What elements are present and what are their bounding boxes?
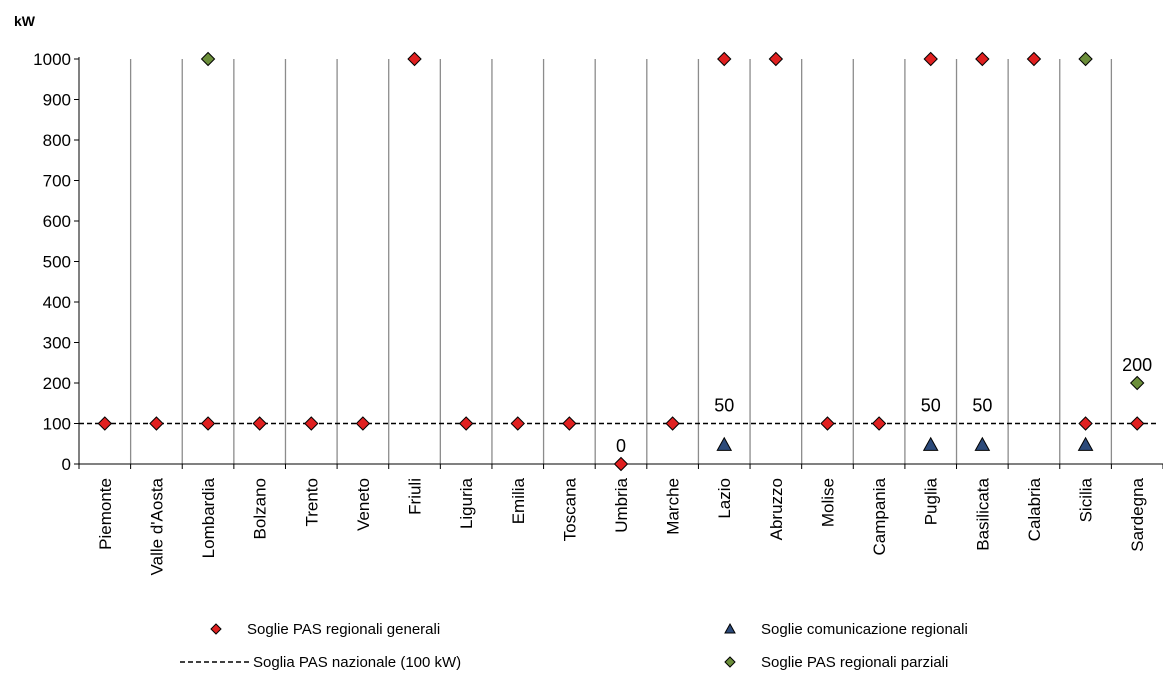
data-point: [922, 436, 939, 451]
data-point: [1026, 51, 1042, 67]
data-point: [768, 51, 784, 67]
x-tick-label: Liguria: [457, 477, 476, 529]
data-label: 50: [921, 396, 941, 416]
legend-item: Soglie PAS regionali generali: [210, 621, 440, 638]
data-point: [1129, 416, 1145, 431]
data-point: [97, 416, 113, 431]
x-tick-label: Valle d'Aosta: [147, 477, 166, 575]
legend-label: Soglia PAS nazionale (100 kW): [253, 654, 461, 671]
plot-area: 01002003004005006007008009001000Piemonte…: [33, 50, 1163, 575]
data-label: 50: [714, 396, 734, 416]
legend-item: Soglia PAS nazionale (100 kW): [180, 654, 461, 671]
data-point: [458, 416, 474, 431]
y-tick-label: 1000: [33, 50, 71, 69]
x-tick-label: Umbria: [612, 477, 631, 532]
data-point: [716, 436, 733, 451]
data-point: [355, 416, 371, 431]
x-tick-label: Friuli: [406, 478, 425, 515]
legend-item: Soglie PAS regionali parziali: [724, 654, 948, 671]
data-point: [1078, 416, 1093, 431]
legend-label: Soglie PAS regionali parziali: [761, 654, 948, 671]
y-tick-label: 600: [43, 212, 71, 231]
x-tick-label: Toscana: [560, 477, 579, 541]
data-point: [407, 51, 422, 67]
x-tick-label: Piemonte: [96, 478, 115, 550]
legend-swatch: [724, 656, 736, 668]
y-tick-label: 700: [43, 172, 71, 191]
x-tick-label: Lombardia: [199, 477, 218, 558]
x-tick-label: Bolzano: [251, 478, 270, 539]
data-point: [149, 416, 164, 431]
data-point: [974, 436, 991, 451]
data-label: 0: [616, 436, 626, 456]
data-point: [304, 416, 319, 431]
y-tick-label: 400: [43, 293, 71, 312]
data-point: [613, 456, 629, 472]
data-point: [1129, 375, 1145, 391]
y-tick-label: 200: [43, 374, 71, 393]
legend: Soglie PAS regionali generali Soglie comu…: [180, 621, 968, 671]
legend-label: Soglie comunicazione regionali: [761, 621, 968, 638]
y-tick-label: 300: [43, 334, 71, 353]
x-tick-label: Campania: [870, 477, 889, 555]
data-point: [562, 416, 577, 431]
data-point: [871, 416, 887, 431]
x-tick-label: Sicilia: [1077, 477, 1096, 522]
y-tick-label: 800: [43, 131, 71, 150]
x-tick-label: Calabria: [1025, 477, 1044, 541]
data-point: [510, 416, 525, 431]
data-point: [252, 416, 267, 431]
y-axis-unit-label: kW: [14, 13, 36, 29]
x-tick-label: Lazio: [715, 478, 734, 519]
legend-label: Soglie PAS regionali generali: [247, 621, 440, 638]
data-label: 200: [1122, 355, 1152, 375]
data-point: [717, 51, 732, 67]
x-tick-label: Abruzzo: [767, 478, 786, 540]
data-point: [665, 416, 680, 431]
y-tick-label: 100: [43, 415, 71, 434]
data-point: [820, 416, 835, 431]
x-tick-label: Veneto: [354, 478, 373, 531]
x-tick-label: Puglia: [922, 477, 941, 525]
data-point: [1077, 436, 1094, 451]
x-tick-label: Basilicata: [973, 477, 992, 550]
data-label: 50: [972, 396, 992, 416]
legend-item: Soglie comunicazione regionali: [724, 621, 968, 638]
x-tick-label: Trento: [302, 478, 321, 527]
y-tick-label: 0: [62, 455, 71, 474]
data-point: [200, 51, 216, 67]
data-point: [1078, 51, 1093, 67]
y-tick-label: 900: [43, 91, 71, 110]
x-tick-label: Emilia: [509, 477, 528, 524]
data-point: [923, 51, 938, 67]
data-point: [200, 416, 216, 431]
x-tick-label: Marche: [664, 478, 683, 535]
x-tick-label: Molise: [818, 478, 837, 527]
legend-swatch: [210, 623, 222, 635]
legend-swatch: [724, 622, 736, 634]
data-point: [975, 51, 990, 67]
x-tick-label: Sardegna: [1128, 477, 1147, 551]
y-tick-label: 500: [43, 253, 71, 272]
